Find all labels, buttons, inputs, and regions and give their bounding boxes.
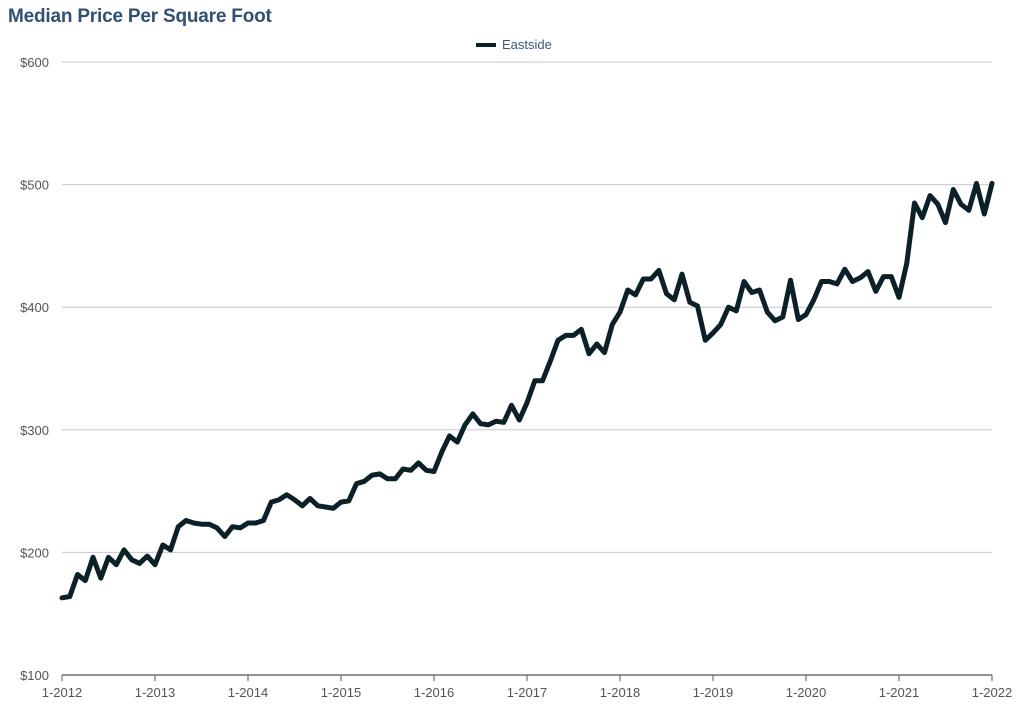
x-tick-label: 1-2022 bbox=[972, 685, 1012, 700]
x-tick-label: 1-2019 bbox=[693, 685, 733, 700]
legend-swatch bbox=[476, 42, 496, 47]
y-tick-label: $500 bbox=[20, 178, 49, 193]
y-tick-label: $600 bbox=[20, 55, 49, 70]
series bbox=[59, 180, 995, 601]
x-tick-label: 1-2017 bbox=[507, 685, 547, 700]
x-tick-label: 1-2021 bbox=[879, 685, 919, 700]
y-tick-label: $300 bbox=[20, 423, 49, 438]
y-tick-label: $100 bbox=[20, 668, 49, 683]
x-tick-label: 1-2018 bbox=[600, 685, 640, 700]
y-tick-label: $400 bbox=[20, 300, 49, 315]
legend: Eastside bbox=[476, 37, 552, 52]
x-tick-label: 1-2020 bbox=[786, 685, 826, 700]
y-tick-label: $200 bbox=[20, 545, 49, 560]
x-tick-label: 1-2014 bbox=[228, 685, 268, 700]
x-tick-label: 1-2012 bbox=[42, 685, 82, 700]
series-line-eastside bbox=[59, 180, 995, 601]
x-tick-label: 1-2015 bbox=[321, 685, 361, 700]
grid bbox=[62, 61, 992, 553]
axes: $100 $200 $300 $400 $500 $600 1-2012 1-2013 1-20… bbox=[20, 55, 1012, 700]
x-tick-label: 1-2013 bbox=[135, 685, 175, 700]
chart-title: Median Price Per Square Foot bbox=[8, 6, 272, 27]
legend-label: Eastside bbox=[502, 37, 552, 52]
x-tick-label: 1-2016 bbox=[414, 685, 454, 700]
